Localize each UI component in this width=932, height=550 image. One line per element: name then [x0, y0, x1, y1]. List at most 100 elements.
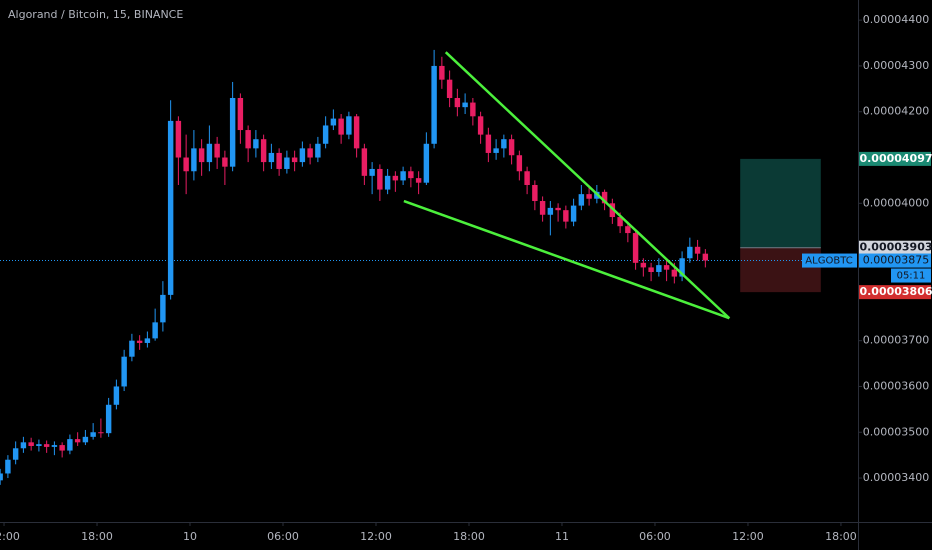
candle-body	[640, 262, 647, 268]
x-tick-label: 18:00	[825, 530, 857, 543]
candle-body	[361, 148, 368, 176]
y-tick-label: 0.00004400	[863, 13, 929, 26]
x-tick-label: 10	[183, 530, 197, 543]
trendline	[403, 199, 730, 320]
candle-body	[167, 120, 174, 295]
target-price-label-bg	[859, 151, 931, 166]
candle-body	[694, 246, 701, 254]
candle-body	[245, 130, 251, 149]
candle-body	[400, 171, 406, 181]
candle-body	[253, 139, 259, 149]
candle-body	[291, 157, 298, 163]
candle-body	[346, 116, 352, 135]
candle-body	[276, 152, 282, 169]
x-tick-label: 18:00	[81, 530, 113, 543]
target-price-label: 0.00004097	[859, 152, 932, 165]
candle-body	[0, 473, 3, 481]
candle-body	[516, 155, 523, 172]
candle-body	[501, 139, 507, 149]
y-tick-label: 0.00003500	[863, 425, 929, 438]
symbol-tag: ALGOBTC	[805, 256, 852, 267]
candle-body	[20, 442, 27, 449]
candle-body	[36, 444, 42, 446]
candle-body	[74, 439, 81, 443]
candle-body	[191, 148, 197, 172]
candle-body	[229, 97, 236, 167]
candle-body	[470, 102, 476, 117]
candle-body	[493, 148, 499, 153]
entry-price-label: 0.00003903	[859, 241, 932, 254]
candle-body	[547, 207, 554, 215]
candle-body	[98, 432, 104, 434]
candle-body	[462, 102, 468, 108]
candle-body	[198, 148, 205, 163]
candle-body	[563, 210, 569, 222]
candle-body	[384, 175, 391, 190]
candle-body	[136, 340, 143, 343]
x-tick-label: 18:00	[453, 530, 485, 543]
x-tick-label: 12:00	[732, 530, 764, 543]
chart-title: Algorand / Bitcoin, 15, BINANCE	[8, 8, 183, 21]
candle-body	[454, 97, 461, 108]
candle-body	[175, 120, 182, 158]
countdown: 05:11	[897, 271, 926, 282]
y-tick-label: 0.00004200	[863, 105, 929, 118]
candle-body	[260, 139, 267, 163]
candle-body	[632, 233, 639, 263]
trendline	[444, 51, 731, 320]
candle-body	[214, 143, 220, 158]
candle-body	[477, 116, 484, 135]
candle-body	[129, 340, 135, 357]
symbol-tag-bg	[802, 253, 857, 268]
candle-body	[508, 139, 515, 156]
candle-body	[330, 118, 337, 126]
candle-body	[12, 448, 19, 460]
candle-body	[353, 116, 360, 149]
candle-body	[59, 445, 65, 451]
candle-body	[539, 201, 546, 215]
candle-body	[431, 65, 437, 144]
candle-body	[28, 442, 34, 446]
last-price-label-bg	[859, 253, 931, 268]
candle-body	[268, 152, 275, 163]
candle-body	[237, 97, 244, 131]
candle-body	[299, 148, 306, 163]
candle-body	[408, 171, 414, 179]
candle-body	[369, 168, 375, 176]
candle-body	[524, 171, 530, 185]
candle-body	[439, 65, 445, 80]
y-tick-label: 0.00004300	[863, 59, 929, 72]
candle-body	[322, 125, 329, 144]
y-tick-label: 0.00004000	[863, 196, 929, 209]
candle-body	[206, 143, 213, 163]
candle-body	[160, 294, 166, 323]
candle-body	[307, 148, 313, 158]
candle-body	[532, 184, 538, 202]
candle-body	[51, 445, 58, 447]
candle-body	[43, 444, 50, 447]
last-price-label: 0.00003875	[863, 254, 929, 267]
y-tick-label: 0.00003700	[863, 334, 929, 347]
entry-price-label-bg	[859, 240, 931, 255]
x-tick-label: 12:00	[0, 530, 20, 543]
candle-body	[656, 265, 662, 272]
candle-body	[222, 157, 228, 167]
candle-body	[586, 194, 592, 199]
countdown-bg	[891, 268, 931, 283]
x-tick-label: 11	[555, 530, 569, 543]
candle-body	[315, 143, 321, 158]
candle-body	[679, 258, 685, 277]
candle-body	[377, 168, 383, 190]
candle-body	[105, 404, 112, 434]
y-tick-label: 0.00003600	[863, 379, 929, 392]
candle-body	[284, 157, 290, 169]
x-tick-label: 06:00	[639, 530, 671, 543]
candle-body	[446, 79, 453, 98]
y-tick-label: 0.00003400	[863, 471, 929, 484]
x-tick-label: 06:00	[267, 530, 299, 543]
candle-body	[423, 143, 430, 183]
candle-body	[555, 207, 561, 211]
candle-body	[183, 157, 189, 172]
candle-body	[82, 436, 89, 443]
